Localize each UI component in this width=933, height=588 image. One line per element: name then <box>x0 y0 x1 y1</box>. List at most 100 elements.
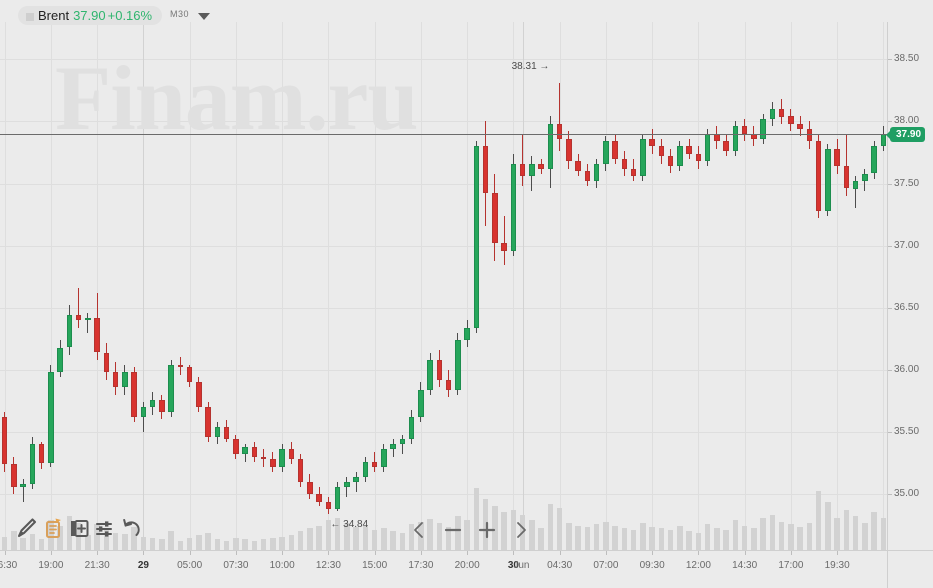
volume-bar <box>48 520 54 550</box>
volume-bar <box>741 525 748 550</box>
candle-body <box>603 141 609 164</box>
time-tick-mark <box>837 551 838 555</box>
time-tick-mark <box>5 551 6 555</box>
volume-bar <box>806 523 813 550</box>
candle-body <box>473 146 480 328</box>
volume-bar <box>85 535 91 550</box>
volume-bar <box>436 523 443 550</box>
settings-sliders-icon[interactable] <box>92 514 118 542</box>
candle-body <box>843 166 850 189</box>
candle-wick <box>78 287 80 328</box>
candle-body <box>741 126 748 134</box>
volume-bar <box>584 527 591 550</box>
volume-bar <box>445 527 452 550</box>
candle-body <box>482 146 489 194</box>
price-tick-mark <box>888 245 892 247</box>
volume-bar <box>427 519 433 550</box>
ticker-change-percent: +0.16% <box>107 8 153 23</box>
volume-bar <box>760 517 766 550</box>
volume-bar <box>880 517 887 550</box>
time-gridline <box>328 22 329 550</box>
volume-bar <box>103 529 110 550</box>
volume-bar <box>815 490 822 550</box>
volume-bar <box>751 528 757 550</box>
candle-body <box>529 163 535 176</box>
volume-bar <box>769 515 776 550</box>
price-gridline <box>0 369 888 371</box>
volume-bar <box>57 525 63 550</box>
time-gridline <box>791 22 792 550</box>
candle-body <box>445 379 452 390</box>
candle-body <box>131 372 137 417</box>
volume-bar <box>325 520 332 550</box>
candle-body <box>168 364 174 413</box>
candle-body <box>279 449 285 467</box>
candle-wick <box>845 133 847 196</box>
candle-body <box>20 484 26 487</box>
last-price-line <box>0 133 888 135</box>
volume-bar <box>556 508 563 550</box>
chevron-down-icon[interactable] <box>198 13 210 20</box>
ticker-last-price: 37.90 <box>73 8 106 23</box>
volume-bar <box>177 540 184 550</box>
ticker-color-swatch <box>26 12 34 21</box>
candle-wick <box>855 176 857 209</box>
chart-header: Brent 37.90 +0.16% M30 <box>0 0 933 25</box>
volume-bar <box>501 512 507 550</box>
time-axis[interactable]: 16:30 19:00 21:30 29 05:00 07:30 10:00 12:30 15:… <box>0 550 888 588</box>
axis-corner <box>887 550 933 588</box>
volume-bar <box>575 525 581 550</box>
time-tick-label: 30 <box>507 560 519 571</box>
volume-bar <box>307 528 313 550</box>
candle-body <box>38 444 45 463</box>
volume-bar <box>612 525 618 550</box>
volume-bar <box>131 527 137 550</box>
zoom-in-icon[interactable] <box>473 517 501 543</box>
volume-bar <box>723 529 729 550</box>
time-tick-mark <box>143 551 144 555</box>
time-tick-mark <box>282 551 283 555</box>
time-tick-label: 14:30 <box>732 560 758 571</box>
price-tick-label: 35.00 <box>894 488 920 500</box>
scroll-left-icon[interactable] <box>405 517 433 543</box>
time-gridline <box>745 22 746 550</box>
time-gridline <box>97 22 98 550</box>
undo-icon[interactable] <box>118 514 144 542</box>
candle-body <box>686 146 692 154</box>
ticker-pill[interactable]: Brent 37.90 +0.16% <box>18 6 163 25</box>
timeframe-label[interactable]: M30 <box>170 9 190 19</box>
time-tick-mark <box>467 551 468 555</box>
candle-body <box>75 315 82 321</box>
scroll-right-icon[interactable] <box>507 517 535 543</box>
volume-bar <box>603 521 609 550</box>
candle-body <box>732 126 739 152</box>
current-price-tag: 37.90 <box>885 126 926 142</box>
volume-bar <box>677 525 683 550</box>
time-tick-label: 21:30 <box>84 560 110 571</box>
volume-bar <box>66 516 73 550</box>
time-tick-label: 17:00 <box>778 560 804 571</box>
time-tick-mark <box>375 551 376 555</box>
time-gridline <box>560 22 561 550</box>
candle-wick <box>559 82 561 152</box>
volume-bar <box>149 537 156 550</box>
candle-wick <box>142 402 144 432</box>
price-tick-label: 36.00 <box>894 363 920 375</box>
time-gridline <box>883 22 884 550</box>
chart-plot-area[interactable]: Finam.ru 38.31 → ← 34.84 <box>0 22 888 550</box>
price-axis[interactable]: 37.90 38.50 38.00 37.50 37.00 36.50 36.00 35.5… <box>885 22 933 550</box>
notes-icon[interactable] <box>40 514 66 542</box>
candle-body <box>519 163 526 176</box>
time-tick-label: 07:00 <box>593 560 619 571</box>
time-tick-label: 19:00 <box>38 560 64 571</box>
candle-body <box>825 148 831 211</box>
pencil-icon[interactable] <box>14 514 40 542</box>
volume-bar <box>29 533 36 550</box>
candle-body <box>464 327 470 340</box>
volume-bar <box>233 537 239 550</box>
zoom-out-icon[interactable] <box>439 517 467 543</box>
candle-body <box>815 141 822 211</box>
candle-body <box>871 146 877 174</box>
volume-bar <box>529 520 535 550</box>
add-panel-icon[interactable] <box>66 514 92 542</box>
